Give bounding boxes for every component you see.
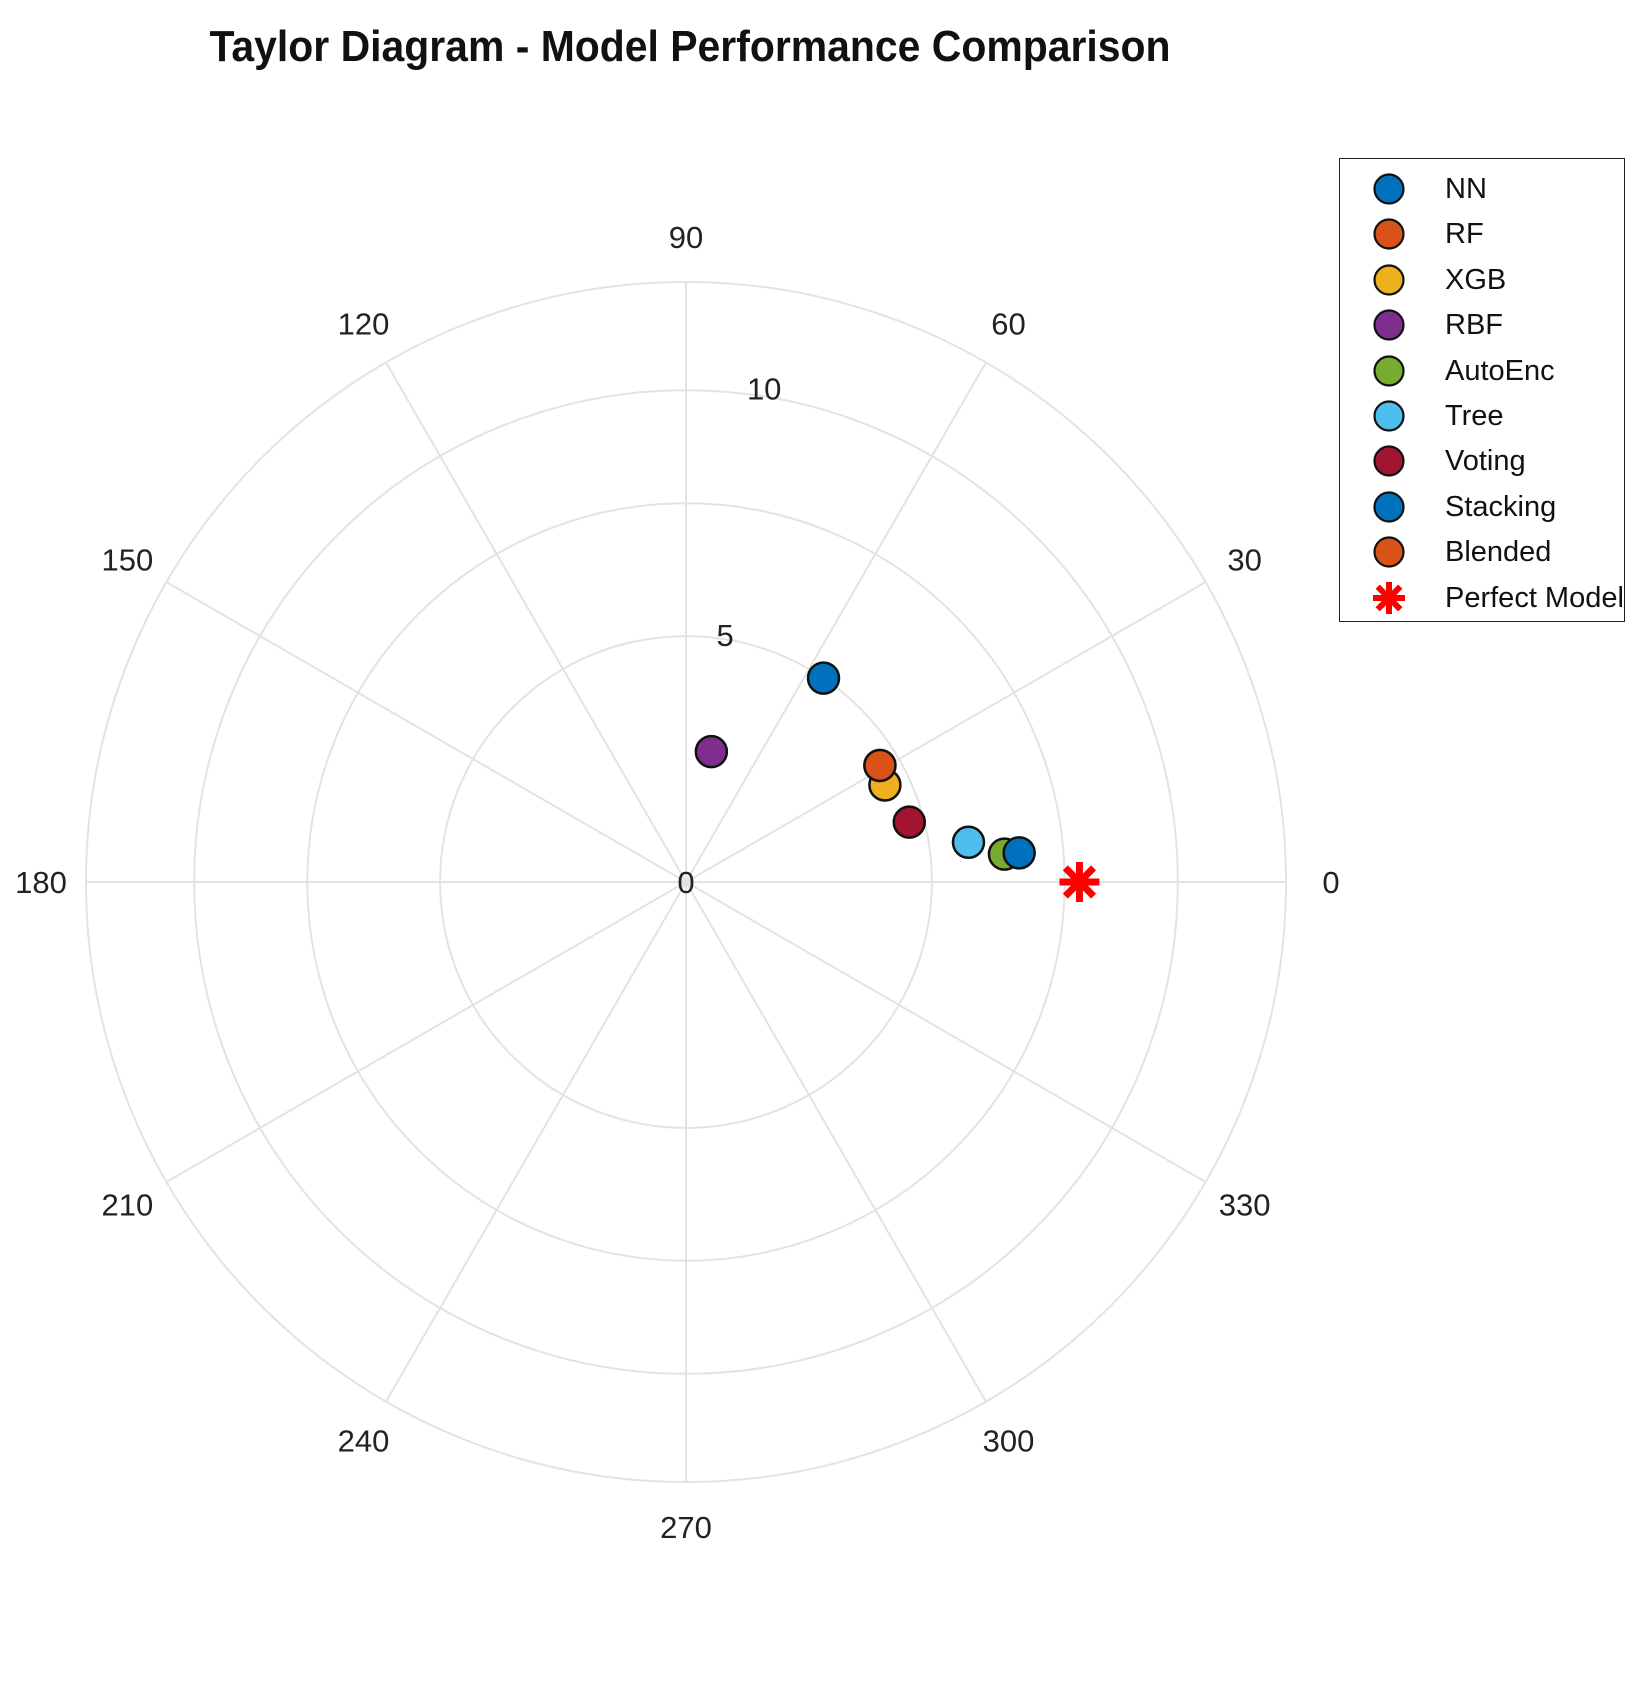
legend-asterisk-symbol	[1373, 581, 1405, 614]
grid-spoke	[685, 881, 987, 1403]
angular-tick-label: 330	[1219, 1188, 1271, 1223]
marker-blended	[863, 748, 897, 783]
angular-tick-label: 150	[102, 543, 154, 578]
angular-tick-label: 180	[15, 865, 67, 900]
angular-tick-label: 300	[983, 1424, 1035, 1459]
legend-label: Blended	[1445, 536, 1552, 569]
legend-item: Voting	[1340, 438, 1624, 484]
legend-label: Stacking	[1445, 490, 1557, 523]
legend-item: NN	[1340, 166, 1624, 212]
legend: NN RF XGB RBF AutoEnc Tree Voting Stacking Blend…	[1339, 158, 1625, 622]
radial-tick-label: 5	[716, 618, 733, 653]
legend-label: AutoEnc	[1445, 354, 1555, 387]
radial-tick-label: 0	[677, 865, 694, 900]
angular-tick-label: 60	[991, 306, 1025, 341]
grid-spoke	[685, 361, 987, 883]
legend-circle-symbol	[1373, 491, 1405, 523]
radial-tick-labels: 0 5 10	[677, 371, 781, 900]
grid-spoke	[685, 581, 1207, 883]
marker-nn	[806, 661, 841, 695]
marker-rbf	[694, 734, 729, 769]
legend-label: Tree	[1445, 400, 1504, 432]
legend-circle-symbol	[1373, 354, 1405, 387]
legend-item: Blended	[1340, 529, 1624, 575]
radial-tick-label: 10	[747, 371, 781, 406]
grid-spoke	[685, 881, 1207, 1183]
polar-grid	[85, 281, 1287, 1483]
angular-tick-label: 30	[1227, 543, 1261, 578]
legend-circle-symbol	[1373, 309, 1405, 341]
legend-label: RF	[1445, 218, 1484, 251]
angular-tick-label: 210	[102, 1188, 154, 1223]
legend-item: RBF	[1340, 302, 1624, 348]
legend-label: Perfect Model	[1445, 581, 1624, 614]
legend-circle-symbol	[1373, 218, 1405, 250]
angular-tick-label: 0	[1322, 865, 1339, 900]
marker-voting	[892, 805, 927, 839]
legend-item: XGB	[1340, 257, 1624, 303]
data-markers	[694, 661, 1100, 902]
legend-item: Tree	[1340, 393, 1624, 439]
grid-spoke	[165, 581, 687, 883]
legend-label: RBF	[1445, 309, 1503, 342]
marker-stacking	[1002, 836, 1036, 870]
legend-circle-symbol	[1373, 173, 1405, 205]
grid-spoke	[385, 881, 687, 1403]
angular-tick-label: 120	[338, 306, 390, 341]
angular-tick-label: 240	[338, 1424, 390, 1459]
marker-tree	[951, 825, 986, 860]
grid-spoke	[385, 361, 687, 883]
legend-circle-symbol	[1373, 536, 1405, 568]
legend-item: Perfect Model	[1340, 575, 1624, 621]
grid-spoke	[165, 881, 687, 1183]
legend-item: Stacking	[1340, 484, 1624, 530]
legend-label: Voting	[1445, 445, 1526, 478]
legend-circle-symbol	[1373, 400, 1405, 432]
legend-item: AutoEnc	[1340, 348, 1624, 394]
legend-circle-symbol	[1373, 445, 1405, 477]
chart-title: Taylor Diagram - Model Performance Compa…	[209, 22, 1171, 71]
angular-tick-label: 270	[660, 1510, 712, 1545]
legend-item: RF	[1340, 211, 1624, 257]
legend-label: NN	[1445, 173, 1487, 205]
angular-tick-label: 90	[669, 220, 703, 255]
legend-label: XGB	[1445, 263, 1507, 296]
legend-circle-symbol	[1373, 264, 1405, 296]
marker-perfect-model	[1059, 862, 1100, 902]
